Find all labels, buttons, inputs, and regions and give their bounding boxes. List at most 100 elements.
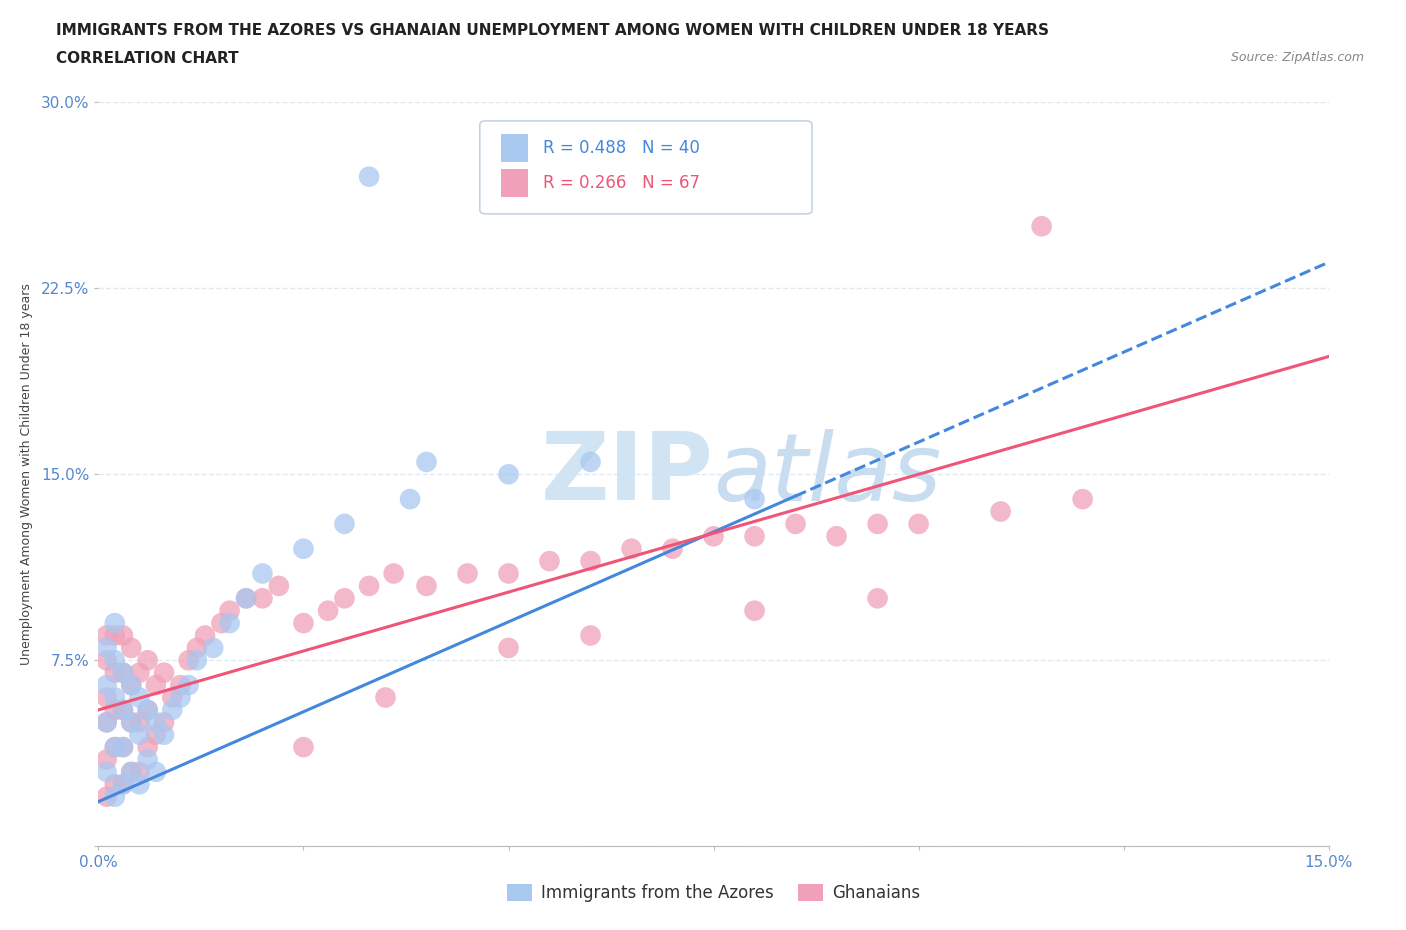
Point xyxy=(112,702,135,717)
Point xyxy=(785,516,807,531)
Point xyxy=(162,690,183,705)
Point xyxy=(104,790,127,804)
Point xyxy=(104,616,127,631)
Point xyxy=(112,777,135,791)
Point xyxy=(104,665,127,680)
Point xyxy=(457,566,479,581)
Point xyxy=(333,516,356,531)
Point xyxy=(579,628,602,643)
Text: IMMIGRANTS FROM THE AZORES VS GHANAIAN UNEMPLOYMENT AMONG WOMEN WITH CHILDREN UN: IMMIGRANTS FROM THE AZORES VS GHANAIAN U… xyxy=(56,23,1049,38)
Legend: Immigrants from the Azores, Ghanaians: Immigrants from the Azores, Ghanaians xyxy=(501,877,927,909)
Text: CORRELATION CHART: CORRELATION CHART xyxy=(56,51,239,66)
Point xyxy=(498,467,520,482)
Point xyxy=(96,628,118,643)
Point xyxy=(112,739,135,754)
Point xyxy=(96,690,118,705)
Point xyxy=(703,529,725,544)
Point xyxy=(145,764,167,779)
Point xyxy=(104,628,127,643)
Point xyxy=(333,591,356,605)
Point xyxy=(202,641,225,656)
Bar xyxy=(501,134,527,162)
Point xyxy=(112,777,135,791)
Point xyxy=(744,492,766,507)
Point xyxy=(120,641,142,656)
Point xyxy=(292,739,315,754)
Point xyxy=(104,739,127,754)
Point xyxy=(136,702,159,717)
Point xyxy=(907,516,929,531)
Point xyxy=(498,641,520,656)
Point xyxy=(866,591,889,605)
Point xyxy=(120,764,142,779)
Point xyxy=(120,764,142,779)
Point xyxy=(235,591,257,605)
Bar xyxy=(501,168,527,197)
Point xyxy=(359,578,381,593)
Point xyxy=(120,678,142,693)
Point xyxy=(498,566,520,581)
Point xyxy=(96,715,118,730)
Point xyxy=(120,715,142,730)
Point xyxy=(186,641,208,656)
Point xyxy=(374,690,396,705)
Point xyxy=(128,690,150,705)
Point xyxy=(194,628,217,643)
Point xyxy=(112,739,135,754)
Point xyxy=(128,764,150,779)
Point xyxy=(96,678,118,693)
Point xyxy=(267,578,290,593)
Point xyxy=(136,752,159,767)
Text: R = 0.266   N = 67: R = 0.266 N = 67 xyxy=(543,174,700,192)
Point xyxy=(866,516,889,531)
Point xyxy=(579,553,602,568)
Point xyxy=(235,591,257,605)
Point xyxy=(415,455,437,470)
Point xyxy=(128,727,150,742)
Point xyxy=(186,653,208,668)
Point xyxy=(136,653,159,668)
Point xyxy=(1071,492,1094,507)
Point xyxy=(211,616,233,631)
FancyBboxPatch shape xyxy=(479,121,813,214)
Point xyxy=(661,541,683,556)
Point xyxy=(145,715,167,730)
Point xyxy=(104,702,127,717)
Text: ZIP: ZIP xyxy=(541,429,714,520)
Point xyxy=(96,641,118,656)
Point xyxy=(96,764,118,779)
Point xyxy=(825,529,848,544)
Point xyxy=(112,702,135,717)
Point xyxy=(145,727,167,742)
Point xyxy=(128,715,150,730)
Point xyxy=(538,553,561,568)
Point xyxy=(96,715,118,730)
Point xyxy=(620,541,643,556)
Point xyxy=(120,678,142,693)
Point xyxy=(990,504,1012,519)
Point xyxy=(382,566,405,581)
Point xyxy=(316,604,339,618)
Point xyxy=(292,541,315,556)
Point xyxy=(153,715,176,730)
Text: R = 0.488   N = 40: R = 0.488 N = 40 xyxy=(543,139,699,156)
Point xyxy=(252,591,274,605)
Point xyxy=(153,665,176,680)
Point xyxy=(252,566,274,581)
Point xyxy=(1031,219,1053,233)
Point xyxy=(579,455,602,470)
Point xyxy=(415,578,437,593)
Point xyxy=(218,616,240,631)
Point xyxy=(177,678,200,693)
Point xyxy=(104,690,127,705)
Point xyxy=(96,752,118,767)
Point xyxy=(128,665,150,680)
Point xyxy=(136,702,159,717)
Y-axis label: Unemployment Among Women with Children Under 18 years: Unemployment Among Women with Children U… xyxy=(20,284,32,665)
Point xyxy=(292,616,315,631)
Point xyxy=(96,653,118,668)
Point xyxy=(145,678,167,693)
Point xyxy=(96,790,118,804)
Point xyxy=(744,604,766,618)
Point xyxy=(359,169,381,184)
